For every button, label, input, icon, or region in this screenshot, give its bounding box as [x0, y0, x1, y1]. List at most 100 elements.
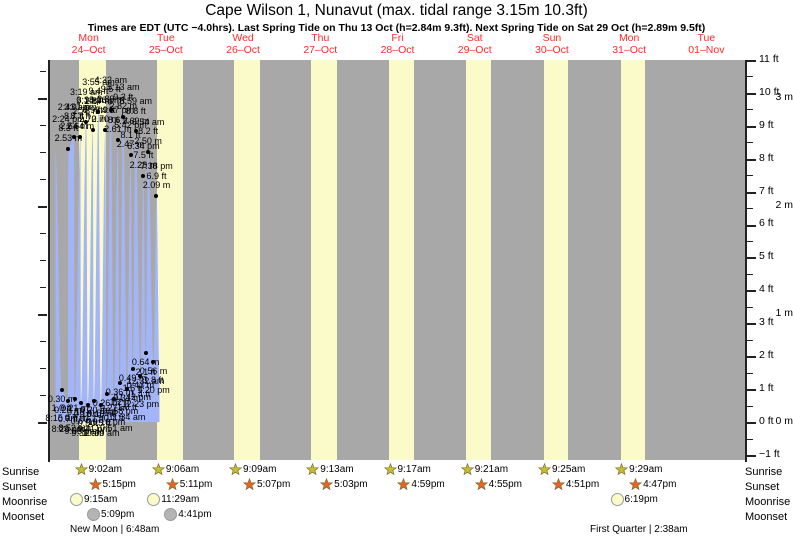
sunset-time: 5:11pm: [179, 478, 213, 490]
sunrise-star-icon: [383, 463, 397, 476]
tide-time: 10:18 pm: [87, 417, 126, 428]
sunset-event: 5:03pm: [320, 478, 368, 491]
day-date: 01–Nov: [688, 43, 725, 56]
tide-height-ft: 1.2 ft: [109, 396, 130, 407]
tide-height-ft: 0.7 ft: [64, 413, 85, 424]
day-header-7: Mon 31–Oct: [584, 32, 674, 56]
low-tide-label: 0.31 m 1.0 ft 11:34 am: [96, 392, 158, 423]
low-tide-marker: [151, 359, 156, 364]
high-tide-marker: [90, 128, 95, 133]
right-axis-label: 0 ft: [759, 415, 774, 428]
tide-height-ft: 8.3 ft: [58, 123, 79, 134]
low-tide-marker: [65, 398, 70, 403]
sunset-event: 5:15pm: [88, 478, 136, 491]
daylight-band-3: [311, 60, 337, 460]
high-tide-marker: [96, 109, 101, 114]
low-tide-label: 0.36 m 1.2 ft 10:58 pm: [89, 388, 151, 417]
right-axis-label: 3 ft: [759, 316, 774, 329]
sunset-time: 4:55pm: [488, 478, 522, 490]
sunrise-time: 9:29am: [629, 463, 663, 475]
tide-time: 2:24 pm: [52, 113, 85, 124]
daylight-band-1: [156, 60, 183, 460]
right-axis-label: 8 ft: [759, 151, 774, 164]
high-tide-marker: [115, 138, 120, 142]
high-tide-label: 5:59 am 8.8 ft 2.69 m: [105, 97, 167, 126]
left-axis-tick: [40, 287, 46, 288]
tide-height-ft: 0.5 ft: [90, 418, 111, 429]
sunrise-event: 9:13am: [306, 463, 354, 476]
left-axis-label: 1 m: [775, 307, 793, 320]
sunrise-time: 9:09am: [243, 463, 277, 475]
right-axis-tick: [747, 109, 753, 111]
tide-height-m: 2.87 m: [84, 96, 113, 107]
tide-height-m: 0.21 m: [60, 403, 89, 414]
low-tide-marker: [59, 387, 64, 392]
sunset-event: 4:59pm: [397, 478, 445, 491]
left-axis-tick: [38, 314, 47, 317]
tide-height-m: 0.20 m: [54, 404, 82, 415]
day-header-2: Wed 26–Oct: [198, 32, 288, 56]
tide-height-m: 0.56 m: [139, 365, 168, 376]
tide-height-m: 0.16 m: [73, 408, 102, 419]
tide-height-m: 2.89 m: [97, 93, 125, 104]
right-axis-tick: [747, 76, 753, 78]
tide-time: 12:32 am: [126, 376, 165, 387]
day-header-5: Sat 29–Oct: [430, 32, 520, 56]
sunrise-star-icon: [306, 463, 320, 476]
high-tide-label: 3:19 am 9.1 ft 2.78 m: [55, 87, 117, 117]
sunset-event: 4:55pm: [474, 478, 522, 491]
left-axis-spine: [48, 60, 50, 462]
low-tide-label: 0.21 m 0.7 ft 8:52 am: [44, 404, 106, 433]
sunrise-time: 9:13am: [320, 463, 354, 475]
tide-time: 3:55 am: [82, 76, 115, 87]
day-date: 25–Oct: [148, 43, 183, 56]
moonset-disc-icon: [164, 508, 178, 521]
low-tide-label: 0.30 m 1.0 ft 8:15 am: [31, 394, 93, 424]
tide-curve: [55, 109, 160, 423]
low-tide-marker: [130, 367, 135, 372]
tide-time: 10:51 am: [95, 422, 133, 433]
tide-time: 11:34 am: [108, 411, 146, 422]
low-tide-label: 0.21 m 0.7 ft 10:51 am: [83, 404, 145, 433]
sunrise-star-icon: [229, 463, 243, 476]
high-tide-label: 3:38 pm 8.9 ft 2.70 m: [62, 96, 124, 125]
moonrise-disc-icon: [610, 493, 624, 506]
moon-phase-label-1: First Quarter | 2:38am: [590, 524, 688, 535]
tide-height-m: 0.26 m: [92, 398, 121, 409]
left-axis-tick: [40, 395, 46, 397]
tide-time: 5:42 pm: [114, 120, 147, 131]
tide-height-m: 0.21 m: [100, 403, 128, 414]
high-tide-marker: [128, 153, 133, 158]
tide-height-m: 0.31 m: [113, 392, 141, 403]
sunset-star-icon: [242, 478, 256, 491]
sunset-time: 5:07pm: [256, 478, 291, 490]
tide-time: 7:38 pm: [140, 161, 173, 172]
right-axis-spine: [745, 60, 747, 462]
right-axis-label: 1 ft: [759, 382, 774, 395]
tide-height-m: 2.47 m: [116, 139, 145, 150]
tide-height-ft: 0.5 ft: [77, 418, 98, 429]
right-axis-tick: [747, 59, 756, 62]
high-tide-marker: [66, 146, 71, 151]
tide-height-m: 2.53 m: [54, 132, 83, 143]
high-tide-marker: [154, 194, 159, 199]
right-axis-tick: [747, 455, 756, 458]
tide-time: 8:15 am: [45, 412, 78, 423]
right-axis-label: 9 ft: [759, 118, 774, 131]
high-tide-label: 7:38 pm 6.9 ft 2.09 m: [125, 162, 187, 191]
left-axis-label: 2 m: [775, 198, 793, 211]
daylight-band-7: [621, 60, 645, 460]
high-tide-label: 4:32 am 9.5 ft 2.89 m: [80, 74, 142, 105]
low-tide-marker: [98, 402, 103, 407]
sunset-star-icon: [88, 478, 102, 491]
tide-time: 4:32 am: [94, 74, 128, 85]
right-axis-tick: [747, 125, 756, 128]
left-axis-tick: [40, 178, 46, 180]
tide-height-ft: 9.5 ft: [100, 84, 121, 95]
tide-height-m: 2.70 m: [79, 114, 107, 125]
high-tide-label: 3:55 am 9.4 ft 2.87 m: [67, 76, 129, 107]
tide-time: 2:43 am: [57, 101, 91, 112]
tide-height-ft: 0.7 ft: [57, 414, 78, 425]
moonset-row-label-right: Moonset: [745, 511, 788, 523]
day-header-3: Thu 27–Oct: [275, 32, 365, 56]
